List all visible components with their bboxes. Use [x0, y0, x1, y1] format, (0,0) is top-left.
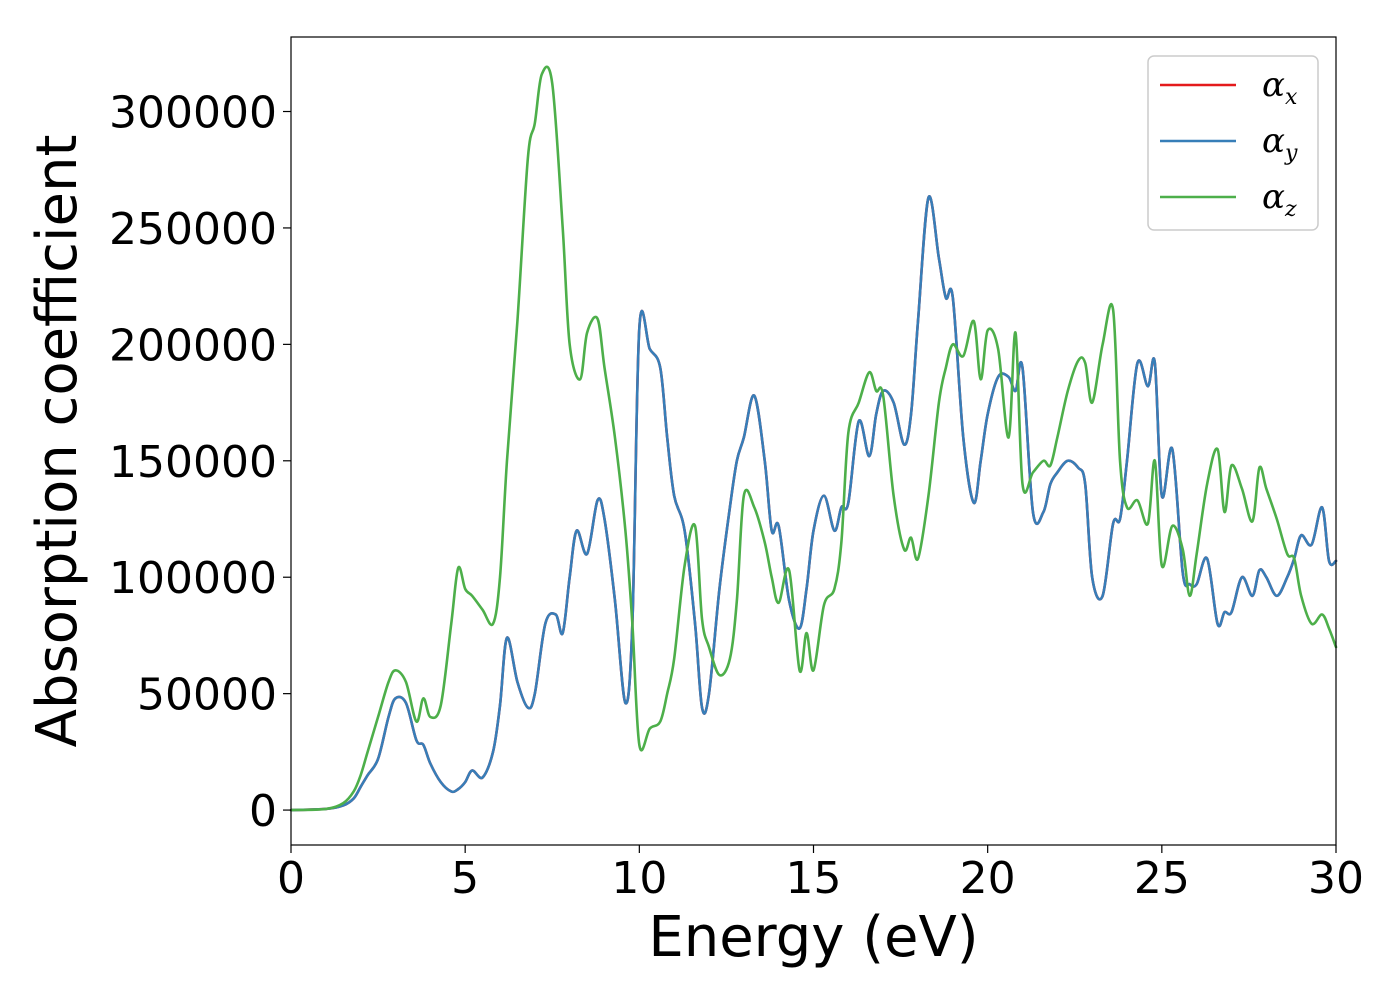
series-line-alpha-x	[289, 195, 1338, 812]
y-tick-label: 300000	[109, 88, 277, 139]
ticks-layer: 0 5 10 15 20 25 30 0 50000 100000 150000 200000 2500…	[109, 88, 1364, 904]
series-line-alpha-z	[289, 65, 1338, 812]
y-axis-title: Absorption coefficient	[25, 135, 90, 748]
x-axis-title: Energy (eV)	[648, 905, 978, 970]
series-layer	[289, 65, 1338, 812]
legend-box	[1147, 55, 1319, 231]
legend-subscript: z	[1284, 197, 1297, 222]
legend-subscript: x	[1285, 85, 1298, 110]
x-tick-label: 15	[786, 853, 842, 904]
y-tick-label: 50000	[137, 670, 277, 721]
x-tick-label: 10	[611, 853, 667, 904]
y-tick-label: 200000	[109, 320, 277, 371]
y-tick-label: 0	[249, 786, 277, 837]
x-tick-label: 0	[277, 853, 305, 904]
y-tick-label: 150000	[109, 437, 277, 488]
y-tick-label: 100000	[109, 553, 277, 604]
series-line-alpha-y	[289, 195, 1338, 812]
x-tick-label: 30	[1308, 853, 1364, 904]
x-tick-label: 25	[1134, 853, 1190, 904]
x-tick-label: 20	[960, 853, 1016, 904]
legend-subscript: y	[1284, 141, 1298, 166]
y-tick-label: 250000	[109, 204, 277, 255]
x-tick-label: 5	[451, 853, 479, 904]
